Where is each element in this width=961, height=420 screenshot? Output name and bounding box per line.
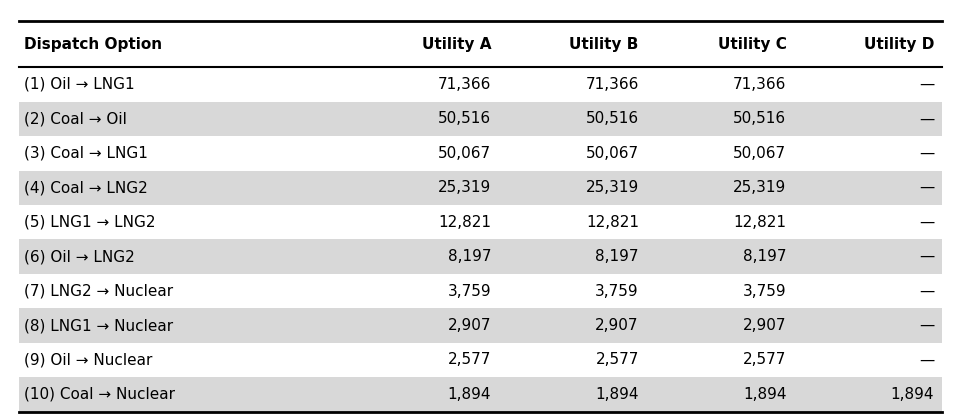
Text: Dispatch Option: Dispatch Option — [24, 37, 162, 52]
Text: Utility C: Utility C — [718, 37, 786, 52]
Text: —: — — [919, 249, 934, 264]
FancyBboxPatch shape — [19, 239, 942, 274]
Text: 50,516: 50,516 — [733, 111, 786, 126]
FancyBboxPatch shape — [19, 102, 942, 136]
Text: 50,067: 50,067 — [438, 146, 491, 161]
Text: 12,821: 12,821 — [733, 215, 786, 230]
Text: 1,894: 1,894 — [448, 387, 491, 402]
Text: (7) LNG2 → Nuclear: (7) LNG2 → Nuclear — [24, 284, 173, 299]
Text: —: — — [919, 111, 934, 126]
Text: (2) Coal → Oil: (2) Coal → Oil — [24, 111, 127, 126]
Text: 3,759: 3,759 — [595, 284, 639, 299]
Text: 2,907: 2,907 — [596, 318, 639, 333]
Text: 12,821: 12,821 — [438, 215, 491, 230]
Text: (9) Oil → Nuclear: (9) Oil → Nuclear — [24, 352, 153, 368]
Text: 1,894: 1,894 — [743, 387, 786, 402]
FancyBboxPatch shape — [19, 377, 942, 412]
Text: 1,894: 1,894 — [596, 387, 639, 402]
Text: Utility A: Utility A — [422, 37, 491, 52]
Text: (5) LNG1 → LNG2: (5) LNG1 → LNG2 — [24, 215, 156, 230]
Text: (3) Coal → LNG1: (3) Coal → LNG1 — [24, 146, 148, 161]
Text: —: — — [919, 318, 934, 333]
Text: 1,894: 1,894 — [891, 387, 934, 402]
Text: —: — — [919, 352, 934, 368]
Text: 12,821: 12,821 — [586, 215, 639, 230]
Text: 3,759: 3,759 — [743, 284, 786, 299]
Text: —: — — [919, 77, 934, 92]
Text: 50,067: 50,067 — [733, 146, 786, 161]
Text: 71,366: 71,366 — [585, 77, 639, 92]
Text: 2,577: 2,577 — [743, 352, 786, 368]
Text: —: — — [919, 146, 934, 161]
Text: —: — — [919, 215, 934, 230]
Text: Utility D: Utility D — [864, 37, 934, 52]
Text: Utility B: Utility B — [570, 37, 639, 52]
Text: 25,319: 25,319 — [438, 180, 491, 195]
Text: 8,197: 8,197 — [743, 249, 786, 264]
Text: —: — — [919, 180, 934, 195]
Text: 25,319: 25,319 — [585, 180, 639, 195]
Text: 8,197: 8,197 — [448, 249, 491, 264]
Text: 2,577: 2,577 — [448, 352, 491, 368]
Text: (8) LNG1 → Nuclear: (8) LNG1 → Nuclear — [24, 318, 173, 333]
Text: (6) Oil → LNG2: (6) Oil → LNG2 — [24, 249, 135, 264]
Text: 50,067: 50,067 — [586, 146, 639, 161]
FancyBboxPatch shape — [19, 171, 942, 205]
Text: 50,516: 50,516 — [586, 111, 639, 126]
Text: —: — — [919, 284, 934, 299]
Text: 71,366: 71,366 — [733, 77, 786, 92]
Text: 71,366: 71,366 — [438, 77, 491, 92]
Text: 8,197: 8,197 — [596, 249, 639, 264]
Text: 2,907: 2,907 — [448, 318, 491, 333]
Text: (1) Oil → LNG1: (1) Oil → LNG1 — [24, 77, 135, 92]
FancyBboxPatch shape — [19, 308, 942, 343]
Text: 50,516: 50,516 — [438, 111, 491, 126]
Text: 2,577: 2,577 — [596, 352, 639, 368]
Text: 25,319: 25,319 — [733, 180, 786, 195]
Text: (10) Coal → Nuclear: (10) Coal → Nuclear — [24, 387, 175, 402]
Text: 2,907: 2,907 — [743, 318, 786, 333]
Text: 3,759: 3,759 — [448, 284, 491, 299]
Text: (4) Coal → LNG2: (4) Coal → LNG2 — [24, 180, 148, 195]
